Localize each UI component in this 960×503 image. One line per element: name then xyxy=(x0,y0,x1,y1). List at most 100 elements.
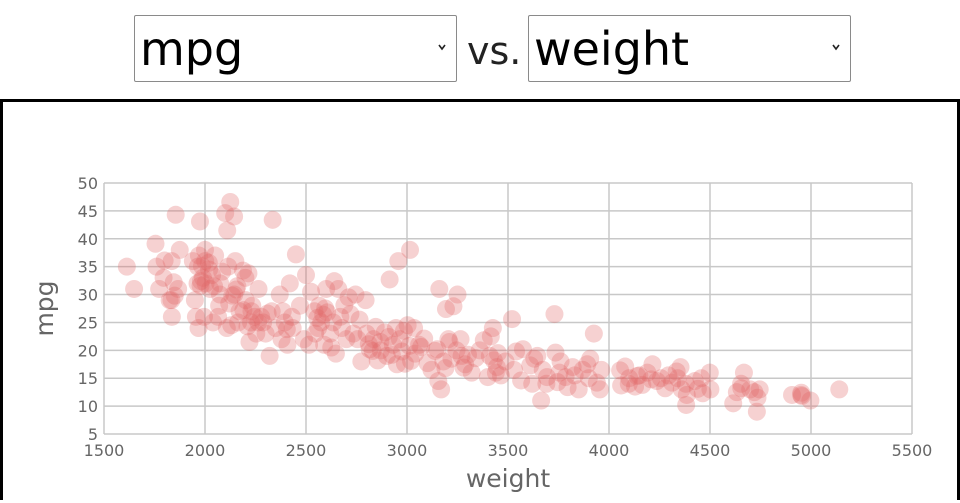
data-point[interactable] xyxy=(294,330,313,349)
data-point[interactable] xyxy=(724,394,743,413)
data-point[interactable] xyxy=(242,302,261,321)
data-point[interactable] xyxy=(236,268,255,287)
data-point[interactable] xyxy=(188,257,207,276)
data-point[interactable] xyxy=(792,385,811,404)
data-point[interactable] xyxy=(389,252,408,271)
data-point[interactable] xyxy=(436,300,455,319)
data-point[interactable] xyxy=(191,276,210,295)
data-point[interactable] xyxy=(314,305,333,324)
data-point[interactable] xyxy=(272,330,291,349)
data-point[interactable] xyxy=(321,324,340,343)
data-point[interactable] xyxy=(550,363,569,382)
data-point[interactable] xyxy=(300,335,319,354)
data-point[interactable] xyxy=(225,207,244,226)
data-point[interactable] xyxy=(209,307,228,326)
data-point[interactable] xyxy=(590,380,609,399)
data-point[interactable] xyxy=(792,387,811,406)
data-point[interactable] xyxy=(459,345,478,364)
data-point[interactable] xyxy=(204,313,223,332)
data-point[interactable] xyxy=(505,360,524,379)
data-point[interactable] xyxy=(692,369,711,388)
data-point[interactable] xyxy=(478,368,497,387)
data-point[interactable] xyxy=(579,369,598,388)
data-point[interactable] xyxy=(243,296,262,315)
data-point[interactable] xyxy=(277,320,296,339)
data-point[interactable] xyxy=(830,380,849,399)
data-point[interactable] xyxy=(262,302,281,321)
data-point[interactable] xyxy=(240,332,259,351)
data-point[interactable] xyxy=(558,378,577,397)
data-point[interactable] xyxy=(360,340,379,359)
data-point[interactable] xyxy=(792,383,811,402)
data-point[interactable] xyxy=(305,302,324,321)
data-point[interactable] xyxy=(203,266,222,285)
data-point[interactable] xyxy=(331,307,350,326)
data-point[interactable] xyxy=(226,252,245,271)
data-point[interactable] xyxy=(466,349,485,368)
data-point[interactable] xyxy=(747,402,766,421)
data-point[interactable] xyxy=(329,279,348,298)
data-point[interactable] xyxy=(286,245,305,264)
data-point[interactable] xyxy=(339,288,358,307)
data-point[interactable] xyxy=(432,380,451,399)
data-point[interactable] xyxy=(368,351,387,370)
data-point[interactable] xyxy=(233,261,252,280)
data-point[interactable] xyxy=(312,313,331,332)
data-point[interactable] xyxy=(537,368,556,387)
data-point[interactable] xyxy=(249,313,268,332)
data-point[interactable] xyxy=(647,372,666,391)
data-point[interactable] xyxy=(545,305,564,324)
data-point[interactable] xyxy=(229,313,248,332)
data-point[interactable] xyxy=(254,313,273,332)
data-point[interactable] xyxy=(451,330,470,349)
data-point[interactable] xyxy=(196,252,215,271)
data-point[interactable] xyxy=(386,319,405,338)
data-point[interactable] xyxy=(371,341,390,360)
data-point[interactable] xyxy=(444,297,463,316)
data-point[interactable] xyxy=(486,363,505,382)
data-point[interactable] xyxy=(239,264,258,283)
data-point[interactable] xyxy=(183,252,202,271)
data-point[interactable] xyxy=(228,277,247,296)
data-point[interactable] xyxy=(270,285,289,304)
data-point[interactable] xyxy=(456,355,475,374)
data-point[interactable] xyxy=(155,251,174,270)
data-point[interactable] xyxy=(727,383,746,402)
data-point[interactable] xyxy=(169,279,188,298)
data-point[interactable] xyxy=(474,331,493,350)
data-point[interactable] xyxy=(642,370,661,389)
data-point[interactable] xyxy=(548,373,567,392)
data-point[interactable] xyxy=(332,319,351,338)
data-point[interactable] xyxy=(592,360,611,379)
data-point[interactable] xyxy=(324,313,343,332)
data-point[interactable] xyxy=(551,352,570,371)
data-point[interactable] xyxy=(616,357,635,376)
data-point[interactable] xyxy=(201,279,220,298)
data-point[interactable] xyxy=(325,272,344,291)
data-point[interactable] xyxy=(309,319,328,338)
data-point[interactable] xyxy=(266,319,285,338)
data-point[interactable] xyxy=(387,355,406,374)
data-point[interactable] xyxy=(326,344,345,363)
data-point[interactable] xyxy=(801,391,820,410)
data-point[interactable] xyxy=(238,317,257,336)
data-point[interactable] xyxy=(439,330,458,349)
data-point[interactable] xyxy=(363,341,382,360)
data-point[interactable] xyxy=(371,332,390,351)
data-point[interactable] xyxy=(189,319,208,338)
data-point[interactable] xyxy=(242,313,261,332)
data-point[interactable] xyxy=(732,374,751,393)
data-point[interactable] xyxy=(693,384,712,403)
data-point[interactable] xyxy=(426,341,445,360)
data-point[interactable] xyxy=(611,361,630,380)
data-point[interactable] xyxy=(483,319,502,338)
data-point[interactable] xyxy=(186,307,205,326)
data-point[interactable] xyxy=(638,363,657,382)
data-point[interactable] xyxy=(275,313,294,332)
data-point[interactable] xyxy=(668,369,687,388)
data-point[interactable] xyxy=(741,380,760,399)
data-point[interactable] xyxy=(190,212,209,231)
data-point[interactable] xyxy=(199,253,218,272)
data-point[interactable] xyxy=(503,310,522,329)
data-point[interactable] xyxy=(633,375,652,394)
